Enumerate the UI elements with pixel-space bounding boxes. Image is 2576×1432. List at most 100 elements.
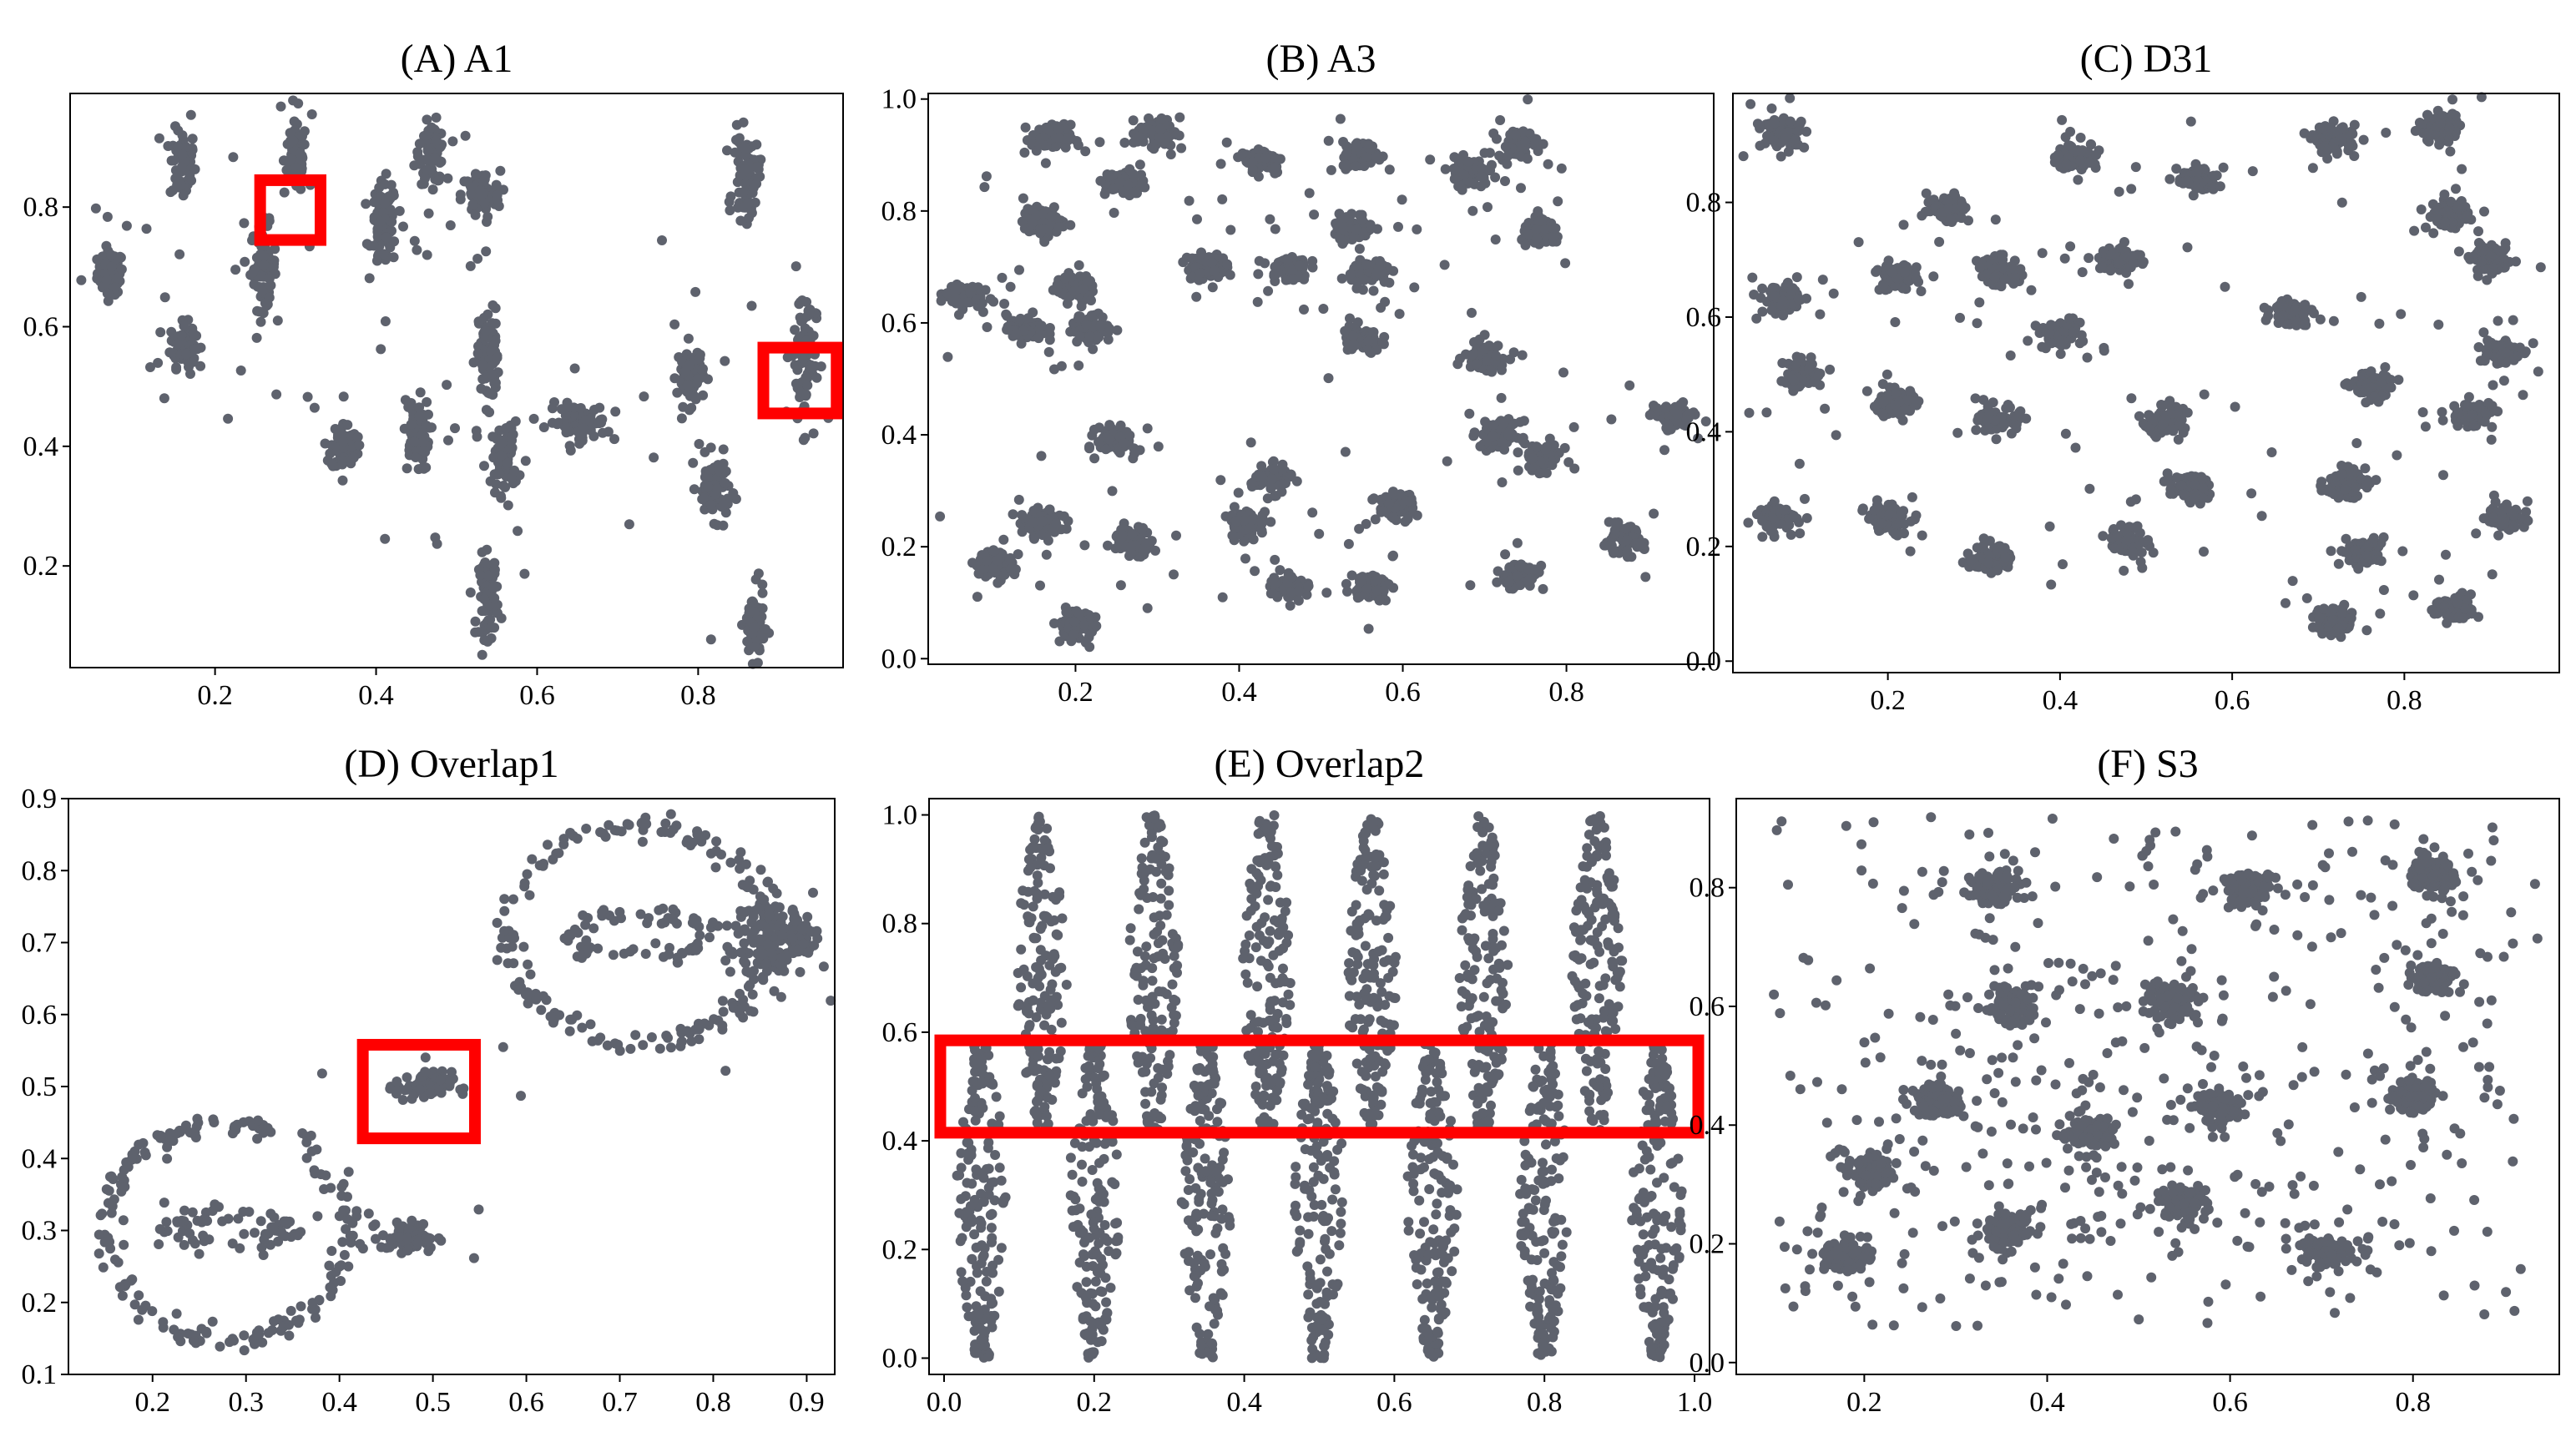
data-point — [1040, 158, 1051, 169]
data-point — [1245, 437, 1256, 448]
data-point — [320, 438, 331, 449]
data-point — [1503, 428, 1514, 438]
data-point — [415, 387, 426, 398]
data-point — [2349, 119, 2360, 130]
data-point — [479, 594, 490, 604]
data-point — [1391, 515, 1402, 526]
data-point — [683, 333, 694, 344]
data-point — [1393, 221, 1403, 232]
data-point — [503, 500, 513, 511]
data-point — [1351, 224, 1361, 235]
x-tick-label: 0.8 — [680, 680, 716, 711]
data-point — [1766, 103, 1777, 113]
data-point — [409, 235, 420, 246]
data-point — [76, 275, 87, 285]
data-point — [1269, 572, 1280, 583]
y-tick-label: 0.6 — [881, 308, 917, 339]
data-point — [1484, 340, 1494, 351]
data-point — [1339, 213, 1350, 223]
data-point — [1012, 328, 1022, 339]
data-point — [1153, 441, 1164, 452]
data-point — [337, 475, 348, 486]
y-tick-label: 0.4 — [23, 431, 59, 462]
data-point — [380, 533, 391, 544]
data-point — [2410, 125, 2421, 136]
data-point — [1044, 504, 1055, 515]
data-point — [742, 636, 753, 647]
data-point — [1099, 189, 1110, 199]
data-point — [106, 250, 117, 260]
data-point — [501, 423, 512, 433]
data-point — [1051, 518, 1062, 529]
data-point — [1785, 116, 1796, 127]
data-point — [1361, 259, 1371, 270]
data-point — [993, 555, 1003, 566]
data-point — [2444, 123, 2455, 134]
data-point — [1053, 222, 1064, 232]
data-point — [694, 439, 705, 449]
data-point — [185, 109, 196, 120]
data-point — [1920, 206, 1931, 217]
plot-frame — [927, 93, 1715, 665]
data-point — [669, 373, 680, 384]
data-point — [1321, 587, 1332, 598]
data-point — [275, 101, 286, 112]
data-point — [1672, 409, 1683, 420]
data-point — [1510, 130, 1521, 140]
data-point — [187, 134, 198, 144]
data-point — [1137, 524, 1147, 535]
data-point — [486, 623, 497, 633]
data-point — [503, 457, 513, 468]
data-point — [1062, 134, 1073, 144]
data-point — [180, 349, 191, 360]
data-point — [1363, 623, 1374, 634]
y-tick-label: 0.0 — [881, 643, 917, 674]
data-point — [1210, 265, 1220, 276]
data-point — [1606, 414, 1617, 425]
data-point — [624, 519, 634, 530]
data-point — [420, 173, 430, 184]
data-point — [1755, 292, 1766, 303]
data-point — [1078, 284, 1088, 295]
data-point — [577, 436, 588, 446]
data-point — [1127, 528, 1138, 539]
data-point — [295, 149, 306, 159]
data-point — [1227, 530, 1238, 541]
data-point — [369, 240, 379, 251]
data-point — [703, 374, 713, 385]
data-point — [999, 299, 1010, 309]
y-tick-label: 0.2 — [23, 551, 59, 582]
data-point — [485, 614, 496, 625]
data-point — [2331, 145, 2342, 156]
data-point — [1635, 540, 1645, 551]
data-point — [1368, 327, 1379, 337]
data-point — [713, 464, 724, 475]
data-point — [145, 362, 155, 372]
data-point — [1076, 301, 1087, 312]
data-point — [1791, 134, 1801, 145]
data-point — [800, 432, 811, 443]
data-point — [720, 478, 730, 488]
data-point — [1323, 373, 1334, 384]
data-point — [688, 457, 699, 468]
data-point — [1006, 563, 1017, 574]
data-point — [2063, 140, 2073, 151]
data-point — [496, 450, 507, 461]
data-point — [1119, 138, 1130, 148]
data-point — [589, 405, 599, 415]
data-point — [1363, 139, 1374, 149]
data-point — [297, 131, 307, 142]
data-point — [1556, 163, 1567, 174]
data-point — [479, 635, 490, 646]
data-point — [476, 383, 487, 394]
data-point — [2453, 199, 2464, 210]
data-point — [414, 402, 425, 413]
data-point — [1246, 478, 1257, 489]
data-point — [699, 492, 709, 503]
data-point — [1815, 309, 1826, 320]
data-point — [450, 423, 460, 434]
data-point — [288, 135, 299, 146]
data-point — [1512, 571, 1523, 581]
data-point — [1073, 260, 1084, 270]
data-point — [1065, 219, 1076, 230]
